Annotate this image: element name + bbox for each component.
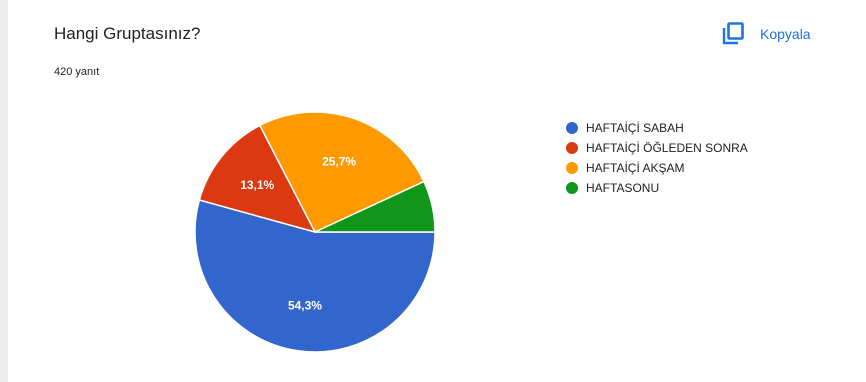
copy-icon [720,21,746,47]
question-title: Hangi Gruptasınız? [54,24,201,43]
slice-label-3: 25,7% [322,155,356,169]
pie-slice-3[interactable] [258,111,425,233]
left-border [0,0,8,382]
response-count: 420 yanıt [54,66,100,78]
legend-item[interactable]: HAFTASONU [566,178,748,198]
pie-slice-2[interactable] [198,124,317,234]
chart-legend: HAFTAİÇİ SABAH HAFTAİÇİ ÖĞLEDEN SONRA HAFT… [566,118,748,198]
legend-dot [566,122,578,134]
copy-button[interactable]: Kopyala [720,20,811,48]
pie-slice-1[interactable] [194,199,436,353]
legend-label: HAFTAİÇİ SABAH [586,121,684,135]
legend-item[interactable]: HAFTAİÇİ ÖĞLEDEN SONRA [566,138,748,158]
legend-dot [566,182,578,194]
slice-label-2: 13,1% [240,178,274,192]
question-card: Hangi Gruptasınız? 420 yanıt Kopyala [8,0,866,382]
legend-dot [566,162,578,174]
copy-label: Kopyala [760,26,811,42]
legend-label: HAFTAİÇİ ÖĞLEDEN SONRA [586,141,748,155]
slice-label-1: 54,3% [288,299,322,313]
legend-item[interactable]: HAFTAİÇİ AKŞAM [566,158,748,178]
legend-label: HAFTAİÇİ AKŞAM [586,161,685,175]
legend-item[interactable]: HAFTAİÇİ SABAH [566,118,748,138]
pie-slice-4[interactable] [314,180,436,233]
legend-dot [566,142,578,154]
legend-label: HAFTASONU [586,181,660,195]
